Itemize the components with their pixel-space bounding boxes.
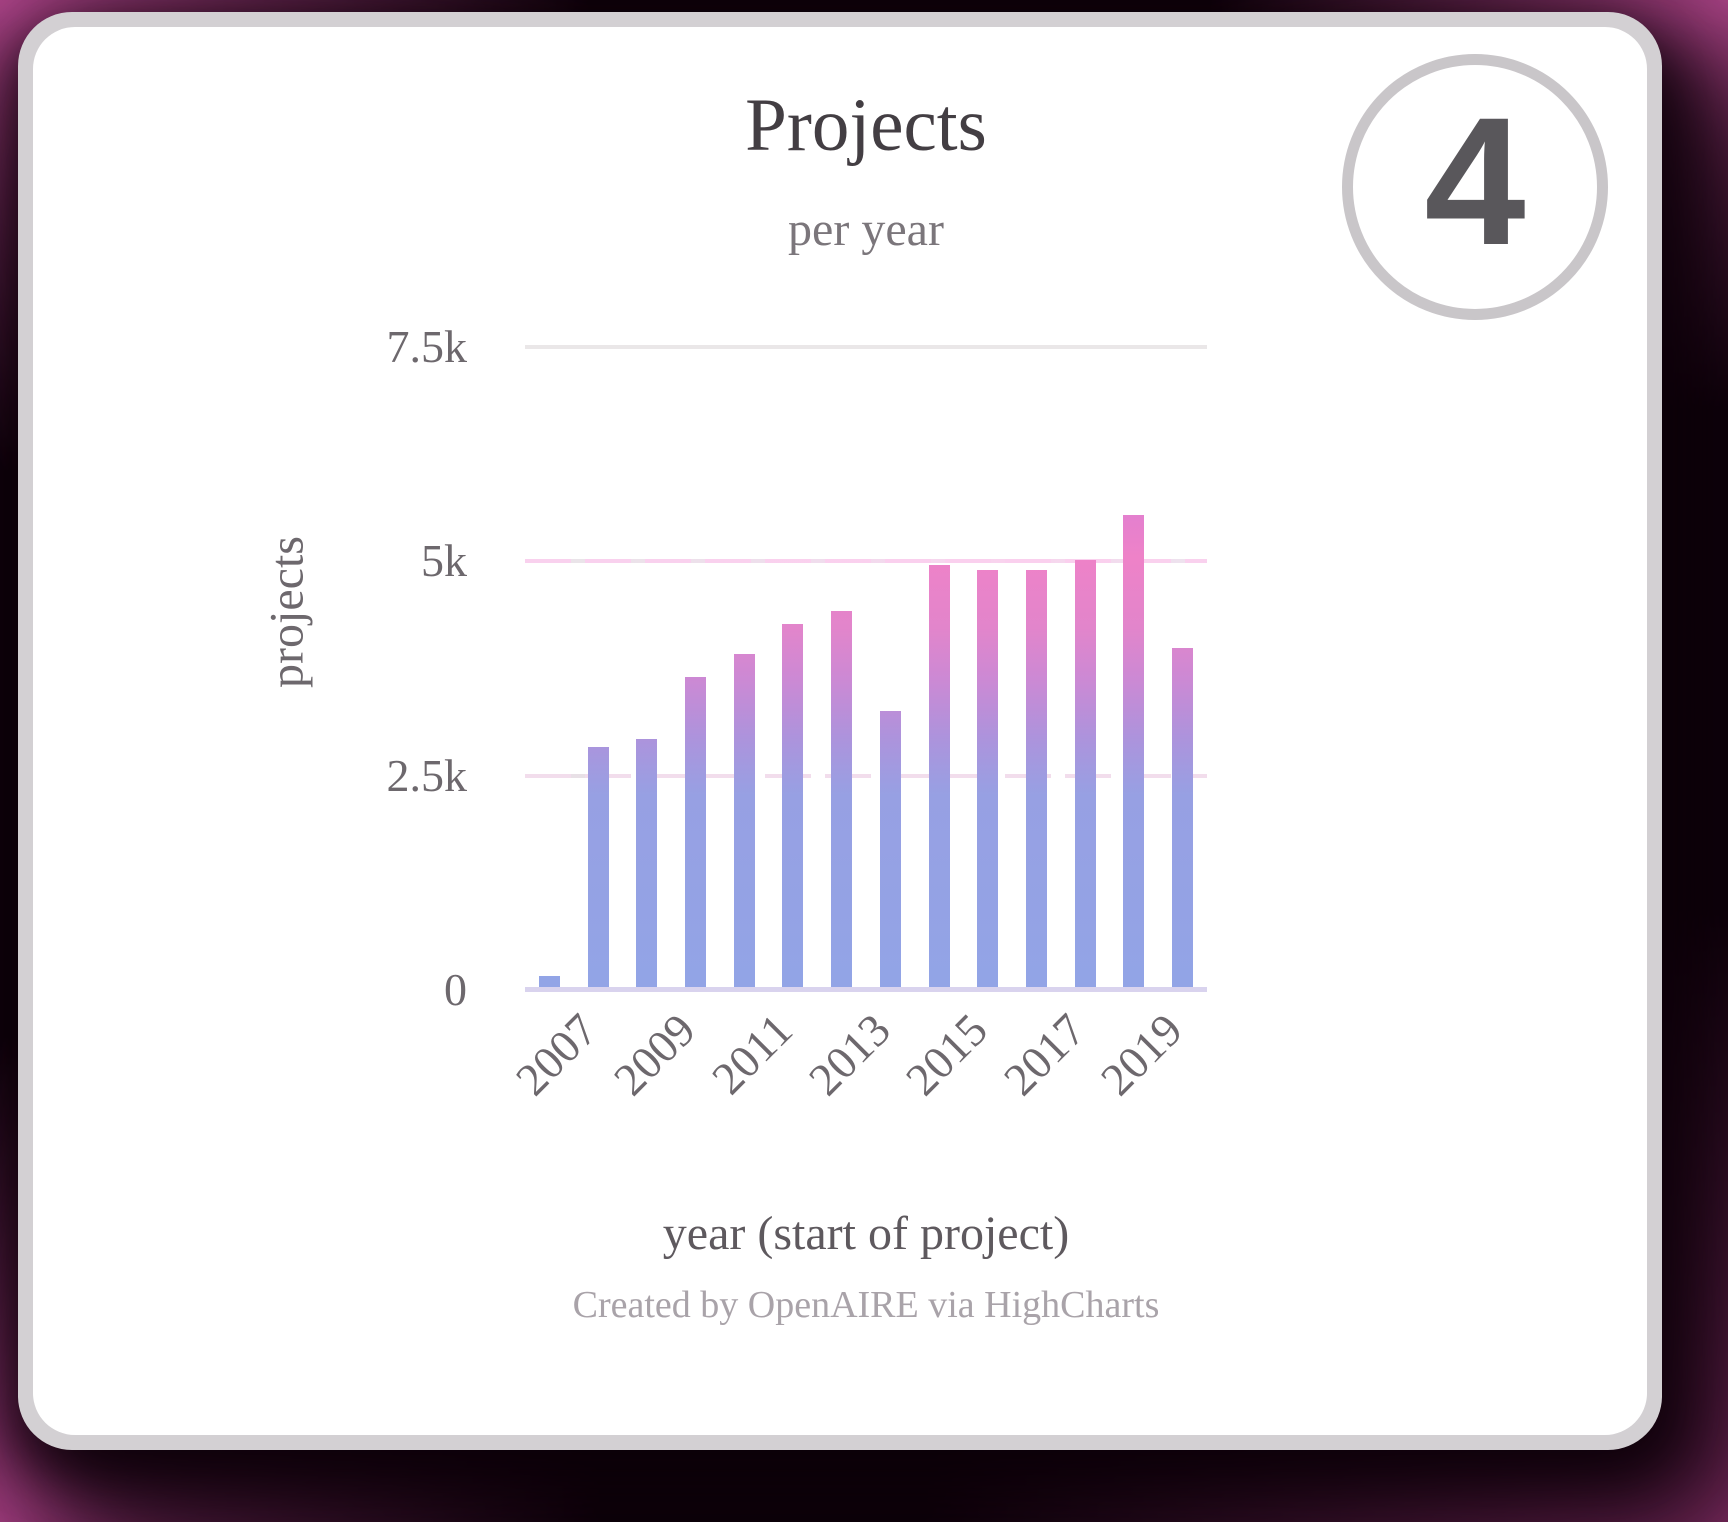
badge-number: 4: [1424, 79, 1526, 283]
gridline-7500: [525, 345, 1207, 349]
bar-2020[interactable]: [1172, 648, 1194, 988]
y-tick-0: 0: [444, 964, 467, 1015]
bar-2015[interactable]: [928, 565, 950, 988]
x-axis-tick-labels: 2007 2009 2011 2013 2015 2017 2019: [506, 990, 1207, 1160]
bar-2008[interactable]: [587, 747, 609, 988]
x-axis-title: year (start of project): [662, 1207, 1070, 1260]
bar-2011[interactable]: [733, 654, 755, 988]
x-axis-line: [525, 987, 1207, 992]
plot-area: [525, 345, 1207, 992]
bar-2013[interactable]: [831, 611, 853, 988]
y-axis-tick-labels: 0 2.5k 5k 7.5k: [300, 323, 468, 1014]
bar-2009[interactable]: [636, 739, 658, 988]
chart-subtitle: per year: [788, 203, 944, 256]
chart-title: Projects: [745, 84, 987, 167]
bar-2017[interactable]: [1026, 570, 1047, 988]
badge-circle: 4: [1342, 54, 1608, 320]
x-tick-2011: 2011: [702, 1003, 803, 1104]
bar-2007[interactable]: [538, 976, 560, 988]
x-tick-2009: 2009: [603, 1003, 705, 1105]
x-tick-2017: 2017: [993, 1003, 1095, 1105]
gridline-2500: [525, 773, 1207, 778]
y-tick-2.5k: 2.5k: [386, 749, 468, 801]
y-tick-7.5k: 7.5k: [386, 321, 468, 372]
y-tick-5k: 5k: [421, 535, 467, 587]
bar-2012[interactable]: [782, 624, 804, 988]
gridline-5000: [525, 559, 1207, 564]
x-tick-2015: 2015: [895, 1003, 998, 1105]
x-tick-2019: 2019: [1090, 1003, 1192, 1105]
bar-2010[interactable]: [685, 677, 706, 988]
bar-2014[interactable]: [879, 711, 901, 988]
bar-2018[interactable]: [1074, 560, 1096, 988]
x-tick-2013: 2013: [798, 1003, 900, 1105]
bar-2016[interactable]: [977, 570, 999, 988]
bar-2019[interactable]: [1123, 515, 1145, 988]
credits-label: Created by OpenAIRE via HighCharts: [572, 1284, 1160, 1326]
